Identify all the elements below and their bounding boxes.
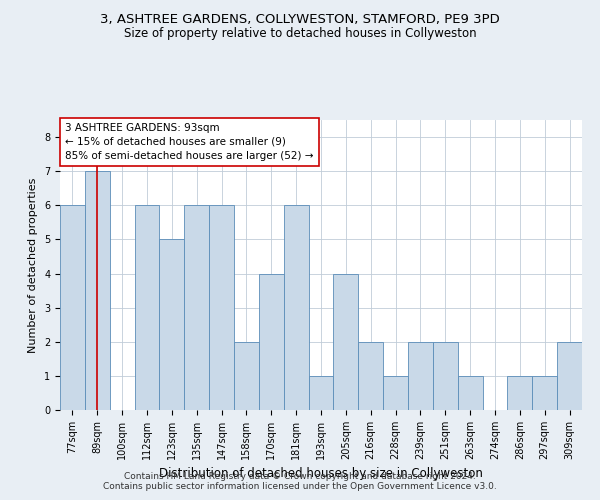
Bar xyxy=(85,171,110,410)
X-axis label: Distribution of detached houses by size in Collyweston: Distribution of detached houses by size … xyxy=(159,468,483,480)
Bar xyxy=(557,342,582,410)
Text: Contains HM Land Registry data © Crown copyright and database right 2024.: Contains HM Land Registry data © Crown c… xyxy=(124,472,476,481)
Bar xyxy=(60,206,85,410)
Bar xyxy=(234,342,259,410)
Bar xyxy=(160,240,184,410)
Bar xyxy=(508,376,532,410)
Bar xyxy=(433,342,458,410)
Y-axis label: Number of detached properties: Number of detached properties xyxy=(28,178,38,352)
Bar xyxy=(358,342,383,410)
Bar xyxy=(334,274,358,410)
Bar xyxy=(259,274,284,410)
Text: 3 ASHTREE GARDENS: 93sqm
← 15% of detached houses are smaller (9)
85% of semi-de: 3 ASHTREE GARDENS: 93sqm ← 15% of detach… xyxy=(65,123,314,161)
Bar xyxy=(408,342,433,410)
Bar xyxy=(284,206,308,410)
Text: Contains public sector information licensed under the Open Government Licence v3: Contains public sector information licen… xyxy=(103,482,497,491)
Bar xyxy=(308,376,334,410)
Bar xyxy=(383,376,408,410)
Text: Size of property relative to detached houses in Collyweston: Size of property relative to detached ho… xyxy=(124,28,476,40)
Bar xyxy=(184,206,209,410)
Bar xyxy=(134,206,160,410)
Text: 3, ASHTREE GARDENS, COLLYWESTON, STAMFORD, PE9 3PD: 3, ASHTREE GARDENS, COLLYWESTON, STAMFOR… xyxy=(100,12,500,26)
Bar xyxy=(458,376,482,410)
Bar xyxy=(209,206,234,410)
Bar xyxy=(532,376,557,410)
